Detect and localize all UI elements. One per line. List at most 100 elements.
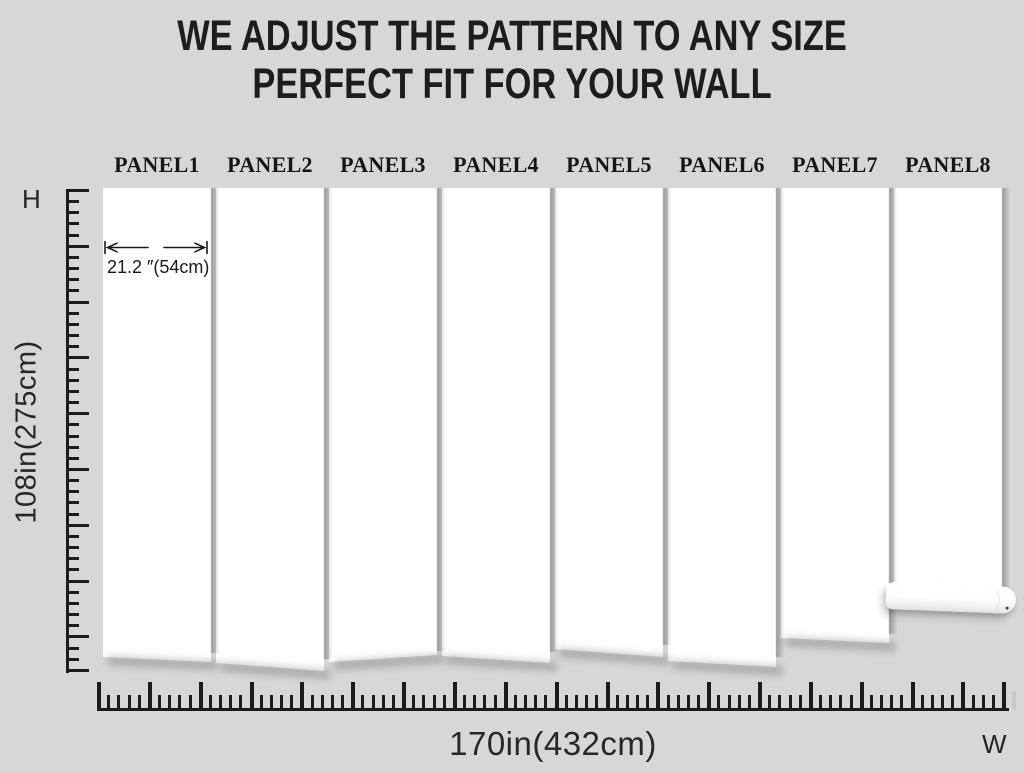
width-ruler-tick: [330, 695, 334, 711]
height-ruler-tick: [66, 322, 79, 326]
height-ruler-tick: [66, 635, 89, 639]
width-axis-letter: W: [982, 729, 1007, 759]
width-ruler-tick: [849, 695, 853, 711]
height-ruler-tick: [66, 423, 79, 427]
width-ruler-tick: [880, 695, 884, 711]
page-title: WE ADJUST THE PATTERN TO ANY SIZE PERFEC…: [0, 12, 1024, 108]
width-ruler-spine: [97, 708, 1009, 711]
width-ruler: [97, 680, 1013, 711]
width-ruler-tick: [463, 695, 467, 711]
width-ruler-tick: [239, 695, 243, 711]
width-ruler-tick: [808, 682, 813, 711]
width-ruler-tick: [595, 695, 599, 711]
width-ruler-tick: [819, 695, 823, 711]
height-ruler-tick: [66, 456, 79, 460]
width-ruler-tick: [117, 695, 121, 711]
height-ruler-label: 108in(275cm): [10, 340, 43, 524]
panel-label: PANEL1: [114, 152, 200, 177]
width-ruler-tick: [208, 695, 212, 711]
height-ruler-tick: [66, 367, 79, 371]
panel-sheet: [329, 188, 437, 662]
width-ruler-tick: [534, 695, 538, 711]
width-ruler-tick: [869, 695, 873, 711]
width-ruler-tick: [391, 695, 395, 711]
width-ruler-tick: [147, 682, 152, 711]
height-ruler-tick: [66, 300, 89, 304]
height-ruler-spine: [66, 189, 69, 673]
width-ruler-tick: [839, 695, 843, 711]
width-ruler-tick: [920, 695, 924, 711]
width-ruler-tick: [615, 695, 619, 711]
width-ruler-tick: [798, 695, 802, 711]
panel-gap-shadow: [663, 188, 673, 645]
height-ruler-tick: [66, 345, 79, 349]
width-ruler-tick: [778, 695, 782, 711]
panel-gap-shadow: [324, 188, 334, 659]
width-ruler-tick: [930, 695, 934, 711]
width-ruler-tick: [513, 695, 517, 711]
width-ruler-tick: [137, 695, 141, 711]
panel-width-label: 21.2 ″(54cm): [107, 257, 210, 277]
width-ruler-tick: [269, 695, 273, 711]
panel-gap-shadow: [437, 188, 447, 651]
height-ruler-tick: [66, 389, 79, 393]
panel-label: PANEL5: [566, 152, 652, 177]
panel-label: PANEL7: [792, 152, 878, 177]
width-ruler-tick: [249, 682, 254, 711]
width-ruler-tick: [1002, 682, 1007, 711]
width-ruler-label: 170in(432cm): [449, 725, 657, 762]
width-ruler-tick: [381, 695, 385, 711]
panel-width-arrow: [104, 240, 208, 255]
width-ruler-tick: [422, 695, 426, 711]
width-ruler-tick: [168, 695, 172, 711]
height-ruler-tick: [66, 523, 89, 527]
height-ruler-tick: [66, 668, 89, 672]
panel-gap-shadow: [1002, 188, 1012, 595]
height-ruler: [66, 189, 96, 676]
height-ruler-tick: [66, 189, 89, 192]
width-ruler-tick: [605, 682, 610, 711]
panel-gap-shadow: [776, 188, 786, 657]
width-ruler-tick: [341, 695, 345, 711]
width-ruler-tick: [219, 695, 223, 711]
width-ruler-tick: [951, 695, 955, 711]
height-ruler-tick: [66, 590, 79, 594]
width-ruler-tick: [229, 695, 233, 711]
width-ruler-tick: [666, 695, 670, 711]
height-ruler-tick: [66, 289, 79, 293]
width-ruler-tick: [107, 695, 111, 711]
width-ruler-tick: [758, 682, 763, 711]
width-ruler-tick: [737, 695, 741, 711]
ruler-ghost-tick: [1012, 691, 1016, 710]
width-ruler-tick: [636, 695, 639, 711]
width-ruler-tick: [158, 695, 162, 711]
width-ruler-tick: [432, 695, 436, 711]
title-line-2: PERFECT FIT FOR YOUR WALL: [252, 60, 772, 108]
wallpaper-roll: [885, 582, 1017, 614]
width-ruler-tick: [727, 695, 731, 711]
height-ruler-tick: [66, 412, 89, 416]
width-ruler-tick: [697, 695, 701, 711]
height-ruler-tick: [66, 613, 79, 617]
height-ruler-tick: [66, 222, 79, 226]
panel-sheet: [216, 188, 324, 671]
width-ruler-tick: [259, 695, 263, 711]
height-ruler-tick: [66, 200, 79, 204]
height-ruler-tick: [66, 534, 79, 538]
height-axis-letter: H: [22, 184, 41, 214]
panel-label: PANEL2: [227, 152, 313, 177]
panel-label: PANEL3: [340, 152, 426, 177]
width-ruler-tick: [574, 695, 578, 711]
height-ruler-tick: [66, 434, 79, 438]
height-ruler-tick: [66, 468, 89, 471]
width-ruler-tick: [503, 682, 508, 711]
width-ruler-tick: [127, 695, 131, 711]
width-ruler-tick: [676, 695, 680, 711]
height-ruler-tick: [66, 490, 79, 494]
width-ruler-tick: [310, 695, 314, 711]
width-ruler-tick: [707, 682, 712, 711]
width-ruler-tick: [280, 695, 284, 711]
panel-sheet: [894, 188, 1002, 602]
width-ruler-tick: [452, 682, 457, 711]
